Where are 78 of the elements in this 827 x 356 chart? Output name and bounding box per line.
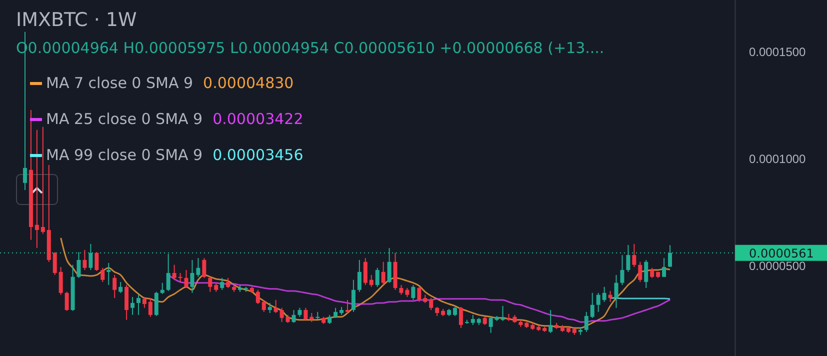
candlestick (142, 296, 146, 308)
candlestick (52, 252, 57, 276)
candlestick (632, 243, 636, 268)
candlestick (280, 307, 284, 322)
candlestick (590, 292, 594, 318)
candlestick (34, 129, 39, 248)
candlestick (644, 259, 648, 288)
candlestick (64, 291, 69, 312)
y-tick-label: 0.0000500 (749, 258, 806, 273)
candlestick (40, 126, 45, 234)
candlestick (608, 290, 612, 302)
candlestick (94, 252, 99, 272)
candlestick (208, 276, 212, 292)
candlestick (118, 281, 123, 294)
candlestick (268, 302, 272, 314)
candlestick (470, 314, 475, 326)
text: IMXBTC · 1W (16, 9, 138, 31)
candlestick (417, 286, 422, 302)
candlestick (226, 277, 230, 288)
candlestick (148, 298, 152, 318)
candlestick (584, 311, 588, 332)
candlestick (190, 259, 194, 294)
candlestick (668, 244, 672, 268)
candlestick (334, 307, 338, 318)
candlestick (357, 259, 362, 292)
candlestick (596, 292, 600, 312)
annotation: 0.00003456 (212, 146, 304, 164)
candlestick (429, 298, 434, 310)
candlestick (626, 244, 630, 272)
candlestick (411, 284, 416, 300)
legend-label: MA 99 close 0 SMA 9 (46, 146, 203, 164)
candlestick (76, 252, 81, 278)
candlestick (662, 258, 666, 278)
candlestick (381, 261, 386, 286)
candlestick (458, 306, 463, 328)
candlestick (638, 261, 642, 282)
candlestick (82, 249, 87, 270)
candlestick (262, 299, 266, 312)
candlestick (106, 262, 111, 286)
candlestick (256, 289, 260, 305)
candlestick (202, 258, 206, 278)
candlestick (172, 264, 176, 280)
candlestick (369, 274, 374, 288)
candlestick (363, 258, 368, 286)
annotation: 0.00003422 (212, 110, 304, 128)
candlestick (351, 279, 356, 312)
ref-line-label: 0.0000561 (749, 246, 814, 260)
candlestick (620, 254, 624, 286)
y-tick-label: 0.0001500 (749, 44, 806, 59)
candlestick (220, 277, 224, 290)
candlestick (88, 243, 93, 270)
legend-label: MA 25 close 0 SMA 9 (46, 110, 203, 128)
candlestick (602, 286, 606, 302)
candlestick (500, 305, 505, 322)
candlestick (304, 307, 308, 320)
candlestick (112, 274, 117, 299)
candlestick (274, 299, 278, 314)
candlestick (130, 296, 134, 316)
candlestick (58, 266, 63, 296)
candlestick (614, 274, 618, 308)
legend-label: MA 7 close 0 SMA 9 (46, 74, 194, 92)
candlestick (375, 267, 380, 288)
candlestick (196, 258, 200, 278)
candlestick (488, 316, 493, 334)
candlestick (160, 282, 164, 294)
candlestick (166, 253, 170, 292)
candlestick (124, 284, 129, 320)
annotation: 0.00004830 (203, 74, 294, 92)
candlestick (346, 299, 350, 314)
y-tick-label: 0.0001000 (749, 152, 806, 166)
candlestick (387, 247, 392, 284)
candlestick (548, 310, 553, 334)
candlestick (292, 310, 296, 324)
candlestick (184, 269, 188, 288)
candlestick (650, 267, 654, 278)
candlestick (154, 291, 158, 316)
candlestick (136, 294, 140, 316)
candlestick (100, 267, 105, 282)
